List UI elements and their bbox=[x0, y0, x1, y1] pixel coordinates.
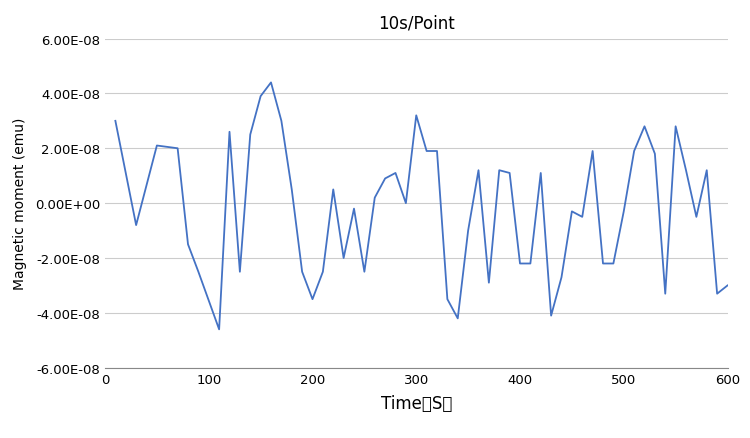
Y-axis label: Magnetic moment (emu): Magnetic moment (emu) bbox=[13, 118, 26, 290]
Title: 10s/Point: 10s/Point bbox=[378, 14, 454, 32]
X-axis label: Time（S）: Time（S） bbox=[380, 394, 452, 412]
